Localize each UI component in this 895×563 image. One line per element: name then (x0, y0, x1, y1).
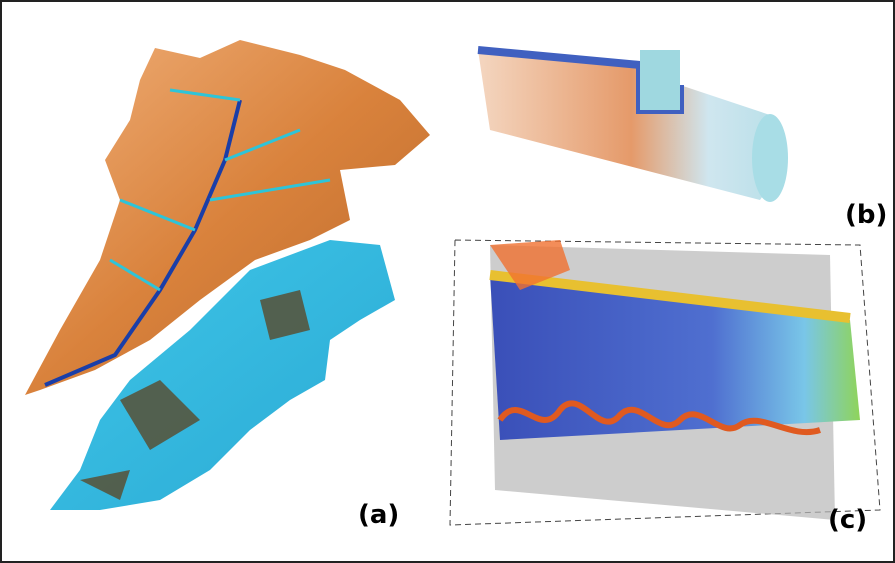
page: {"panels": [{"label": "(a)"}, {"label": … (0, 0, 895, 563)
panel-label: (c) (828, 505, 867, 535)
panel-label: (a) (358, 500, 399, 530)
figure: (a) (b) (c) (0, 0, 895, 563)
pipe-branch (640, 50, 680, 110)
pipe-end (752, 114, 788, 202)
panel-label: (b) (845, 200, 887, 230)
flow-panel: (c) (450, 240, 880, 535)
